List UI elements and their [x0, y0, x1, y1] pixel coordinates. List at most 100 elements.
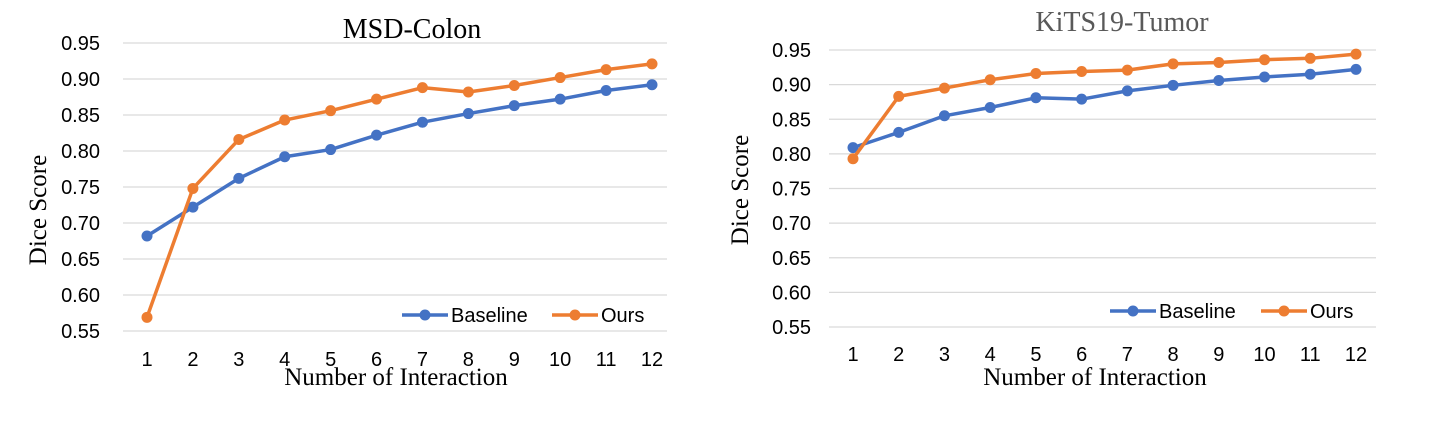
data-point-baseline [325, 144, 337, 156]
y-tick-label: 0.55 [61, 321, 100, 343]
chart-msd-colon: 0.950.900.850.800.750.700.650.600.551 2 3 4… [25, 14, 667, 391]
y-tick-label: 0.90 [61, 69, 100, 91]
data-point-ours [141, 311, 153, 323]
data-point-baseline [416, 116, 428, 128]
data-point-baseline [233, 172, 245, 184]
chart-kits19-tumor: 0.950.900.850.800.750.700.650.600.551 2 3 4… [727, 7, 1376, 391]
x-tick-label: 8 [1168, 344, 1179, 366]
data-point-ours [187, 182, 199, 194]
data-point-ours [1076, 65, 1088, 77]
legend: Baseline Ours [402, 305, 644, 327]
legend: Baseline Ours [1110, 301, 1353, 323]
y-axis-title: Dice Score [727, 135, 754, 245]
data-point-baseline [462, 108, 474, 120]
data-point-baseline [554, 93, 566, 105]
series-line-baseline [146, 83, 653, 238]
data-point-ours [508, 79, 520, 91]
y-axis-title: Dice Score [25, 155, 52, 265]
x-tick-label: 9 [509, 349, 520, 371]
x-tick-label: 5 [1030, 344, 1041, 366]
y-tick-label: 0.75 [61, 177, 100, 199]
x-tick-label: 12 [641, 349, 663, 371]
y-tick-label: 0.65 [61, 249, 100, 271]
y-tick-label: 0.90 [772, 75, 811, 97]
legend-marker-baseline [419, 309, 431, 321]
y-tick-label: 0.70 [61, 213, 100, 235]
x-tick-label: 11 [1300, 344, 1321, 366]
gridlines [829, 49, 1376, 328]
data-point-baseline [1076, 93, 1088, 105]
y-tick-label: 0.55 [772, 317, 811, 339]
x-tick-label: 1 [141, 349, 152, 371]
data-point-ours [554, 72, 566, 84]
x-tick-label: 3 [233, 349, 244, 371]
legend-label-baseline: Baseline [451, 305, 528, 327]
legend-label-ours: Ours [1310, 301, 1353, 323]
y-tick-label: 0.80 [772, 144, 811, 166]
data-point-baseline [279, 151, 291, 163]
data-point-ours [847, 153, 859, 165]
data-point-baseline [847, 142, 859, 154]
data-point-baseline [893, 126, 905, 138]
chart-title: KiTS19-Tumor [1035, 7, 1209, 38]
data-point-ours [416, 82, 428, 94]
x-tick-label: 2 [187, 349, 198, 371]
data-point-ours [1167, 58, 1179, 70]
data-point-baseline [1259, 71, 1271, 83]
x-tick-label: 2 [893, 344, 904, 366]
data-point-baseline [1304, 68, 1316, 80]
data-point-ours [893, 90, 905, 102]
legend-marker-ours [569, 309, 581, 321]
data-point-baseline [1030, 92, 1042, 104]
x-tick-label: 6 [371, 349, 382, 371]
y-tick-label: 0.85 [772, 109, 811, 131]
data-point-baseline [1121, 85, 1133, 97]
y-tick-label: 0.60 [61, 285, 100, 307]
data-point-ours [646, 58, 658, 70]
legend-label-baseline: Baseline [1159, 301, 1236, 323]
x-tick-label: 1 [847, 344, 858, 366]
data-point-ours [279, 114, 291, 126]
x-tick-label: 10 [549, 349, 571, 371]
data-point-baseline [646, 79, 658, 91]
data-point-baseline [600, 85, 612, 97]
data-point-baseline [141, 230, 153, 242]
data-point-ours [984, 74, 996, 86]
legend-marker-ours [1278, 305, 1290, 317]
x-axis-title: Number of Interaction [284, 364, 508, 391]
data-point-baseline [984, 101, 996, 113]
chart-title: MSD-Colon [343, 14, 481, 45]
x-tick-label: 5 [325, 349, 336, 371]
x-tick-label: 7 [1122, 344, 1133, 366]
data-point-ours [462, 86, 474, 98]
data-point-ours [1121, 64, 1133, 76]
x-tick-label: 11 [596, 349, 617, 371]
gridlines [123, 42, 667, 332]
series-line-baseline [852, 67, 1357, 150]
x-tick-label: 12 [1345, 344, 1367, 366]
y-tick-label: 0.70 [772, 213, 811, 235]
data-point-baseline [1350, 63, 1362, 75]
x-tick-label: 6 [1076, 344, 1087, 366]
data-point-baseline [371, 129, 383, 141]
y-tick-label: 0.80 [61, 141, 100, 163]
data-point-ours [371, 93, 383, 105]
x-tick-label: 4 [279, 349, 290, 371]
data-point-ours [1259, 54, 1271, 66]
data-point-ours [233, 133, 245, 145]
legend-label-ours: Ours [601, 305, 644, 327]
data-point-ours [1030, 68, 1042, 80]
data-point-baseline [508, 100, 520, 112]
y-tick-label: 0.65 [772, 248, 811, 270]
y-tick-label: 0.95 [61, 33, 100, 55]
x-axis-title: Number of Interaction [983, 364, 1207, 391]
x-tick-label: 10 [1253, 344, 1275, 366]
data-point-ours [325, 105, 337, 117]
data-point-ours [1304, 52, 1316, 64]
data-point-baseline [187, 201, 199, 213]
y-tick-label: 0.75 [772, 179, 811, 201]
data-point-baseline [1213, 74, 1225, 86]
data-point-baseline [938, 110, 950, 122]
y-tick-label: 0.60 [772, 282, 811, 304]
